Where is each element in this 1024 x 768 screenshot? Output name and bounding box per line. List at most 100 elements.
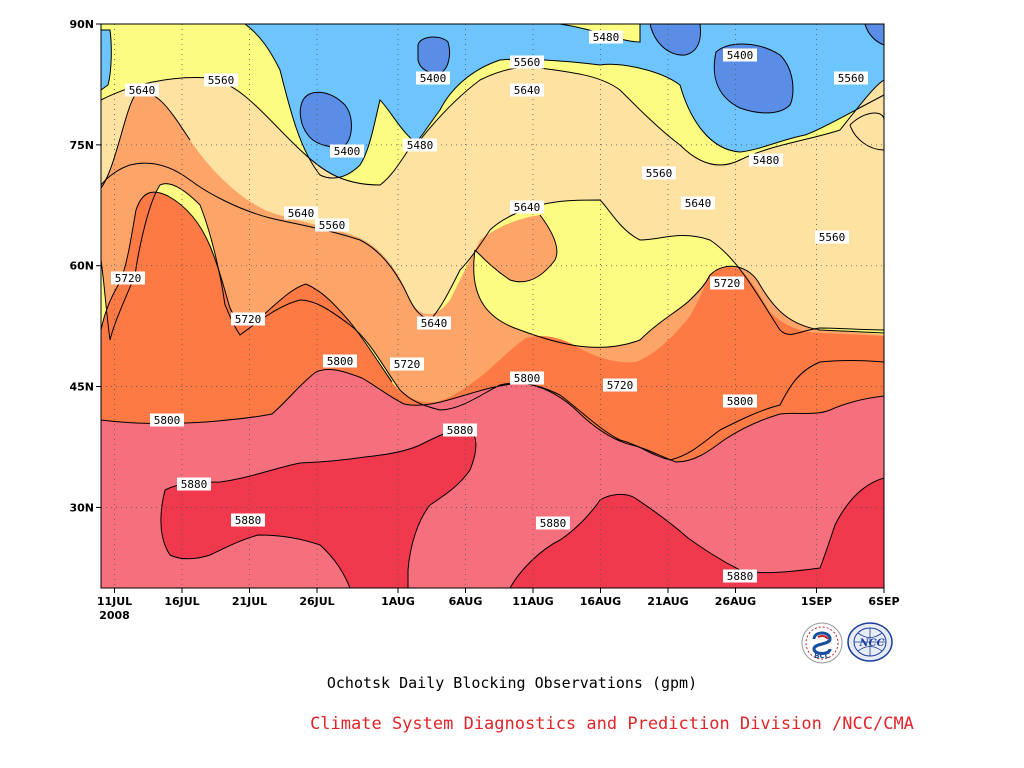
contour-5720-ridge xyxy=(473,249,884,348)
fill-below-5480-d xyxy=(650,24,701,56)
fill-5640-bump xyxy=(850,113,884,150)
contour-label-5640: 5640 xyxy=(129,84,156,97)
ncc-logo-icon: NCC xyxy=(847,622,893,662)
contour-label-5640: 5640 xyxy=(514,201,541,214)
contour-label-bg xyxy=(315,218,349,232)
contour-5480-main xyxy=(244,24,884,179)
contour-label-bg xyxy=(390,357,424,371)
contour-label-5880: 5880 xyxy=(727,570,754,583)
ncc-logo-text: NCC xyxy=(858,638,884,649)
fill-below-5480-b xyxy=(418,36,450,74)
grid-lines xyxy=(101,24,884,588)
chart-title: Ochotsk Daily Blocking Observations (gpm… xyxy=(326,674,698,692)
plot-frame xyxy=(100,23,885,589)
contour-label-5560: 5560 xyxy=(208,74,235,87)
contour-label-5560: 5560 xyxy=(819,231,846,244)
contour-label-5720: 5720 xyxy=(714,277,741,290)
contour-label-5720: 5720 xyxy=(115,272,142,285)
contour-label-bg xyxy=(443,423,477,437)
contour-label-bg xyxy=(417,316,451,330)
contour-label-bg xyxy=(815,230,849,244)
contour-label-5640: 5640 xyxy=(685,197,712,210)
contour-label-5640: 5640 xyxy=(421,317,448,330)
x-tick-label: 1AUG xyxy=(381,595,415,608)
contour-label-bg xyxy=(323,354,357,368)
fill-5640-5720 xyxy=(101,67,884,335)
contour-label-bg xyxy=(204,73,238,87)
contour-label-bg xyxy=(510,83,544,97)
x-tick-year-label: 2008 xyxy=(99,609,130,622)
contour-label-bg xyxy=(642,166,676,180)
fill-below-5480-a xyxy=(300,92,352,147)
contour-label-5720: 5720 xyxy=(394,358,421,371)
contour-label-5880: 5880 xyxy=(235,514,262,527)
contour-label-5640: 5640 xyxy=(288,207,315,220)
x-tick-label: 11JUL xyxy=(97,595,132,608)
contour-label-bg xyxy=(681,196,715,210)
x-tick-label: 26AUG xyxy=(715,595,756,608)
contour-label-5400: 5400 xyxy=(420,72,447,85)
fill-below-5480-e xyxy=(865,24,884,45)
contour-label-5480: 5480 xyxy=(753,154,780,167)
contour-label-bg xyxy=(111,271,145,285)
contour-label-5480: 5480 xyxy=(407,139,434,152)
contour-5880-b xyxy=(509,477,884,588)
contour-label-bg xyxy=(536,516,570,530)
x-axis: 11JUL 16JUL 21JUL 26JUL 1AUG 6AUG 11AUG 16AUG 21… xyxy=(97,588,900,622)
contour-label-5800: 5800 xyxy=(327,355,354,368)
contour-5880-a xyxy=(160,427,477,588)
contour-label-bg xyxy=(231,513,265,527)
x-tick-label: 6SEP xyxy=(868,595,899,608)
contour-label-bg xyxy=(150,413,184,427)
contour-label-bg xyxy=(589,30,623,44)
x-tick-label: 6AUG xyxy=(449,595,483,608)
contour-5560-bump xyxy=(849,112,884,151)
y-tick-label: 45N xyxy=(69,381,94,394)
contour-5400-c xyxy=(713,43,794,114)
contour-5400-d xyxy=(649,24,701,56)
contour-label-bg xyxy=(330,144,364,158)
contour-5400-e xyxy=(864,24,884,46)
contour-label-5800: 5800 xyxy=(154,414,181,427)
contour-label-5880: 5880 xyxy=(540,517,567,530)
contour-label-bg xyxy=(603,378,637,392)
x-tick-label: 16JUL xyxy=(164,595,199,608)
contour-label-5720: 5720 xyxy=(607,379,634,392)
y-tick-label: 60N xyxy=(69,260,94,273)
bcc-logo-icon: BCC xyxy=(801,622,843,664)
contour-label-5640: 5640 xyxy=(514,84,541,97)
fill-5800-5880-main xyxy=(101,192,884,462)
contour-label-5400: 5400 xyxy=(334,145,361,158)
bcc-logo-text: BCC xyxy=(814,652,830,660)
contour-label-bg xyxy=(510,200,544,214)
contour-label-5560: 5560 xyxy=(319,219,346,232)
contour-label-5400: 5400 xyxy=(727,49,754,62)
contour-label-bg xyxy=(723,569,757,583)
contour-label-5800: 5800 xyxy=(727,395,754,408)
contour-label-5560: 5560 xyxy=(646,167,673,180)
contour-label-bg xyxy=(510,55,544,69)
contour-label-bg xyxy=(416,71,450,85)
contour-label-5480: 5480 xyxy=(593,31,620,44)
y-tick-label: 30N xyxy=(69,501,94,514)
x-tick-label: 11AUG xyxy=(512,595,553,608)
fill-above-5880-b xyxy=(510,478,884,588)
contour-label-bg xyxy=(510,371,544,385)
contour-label-bg xyxy=(749,153,783,167)
contour-5800-left xyxy=(101,191,393,383)
contour-label-bg xyxy=(125,83,159,97)
contour-5720-lobe xyxy=(474,214,558,283)
contour-label-5720: 5720 xyxy=(235,313,262,326)
contour-lines xyxy=(101,24,884,588)
plot-area xyxy=(101,24,884,588)
y-tick-label: 90N xyxy=(69,18,94,31)
credit-text: Climate System Diagnostics and Predictio… xyxy=(310,714,914,734)
contour-label-bg xyxy=(710,276,744,290)
contour-label-5880: 5880 xyxy=(181,478,208,491)
contour-5480-left xyxy=(101,29,112,91)
contour-label-bg xyxy=(403,138,437,152)
contour-label-5800: 5800 xyxy=(514,372,541,385)
x-tick-label: 1SEP xyxy=(801,595,832,608)
contour-label-bg xyxy=(723,394,757,408)
y-axis: 30N 45N 60N 75N 90N xyxy=(69,18,101,514)
